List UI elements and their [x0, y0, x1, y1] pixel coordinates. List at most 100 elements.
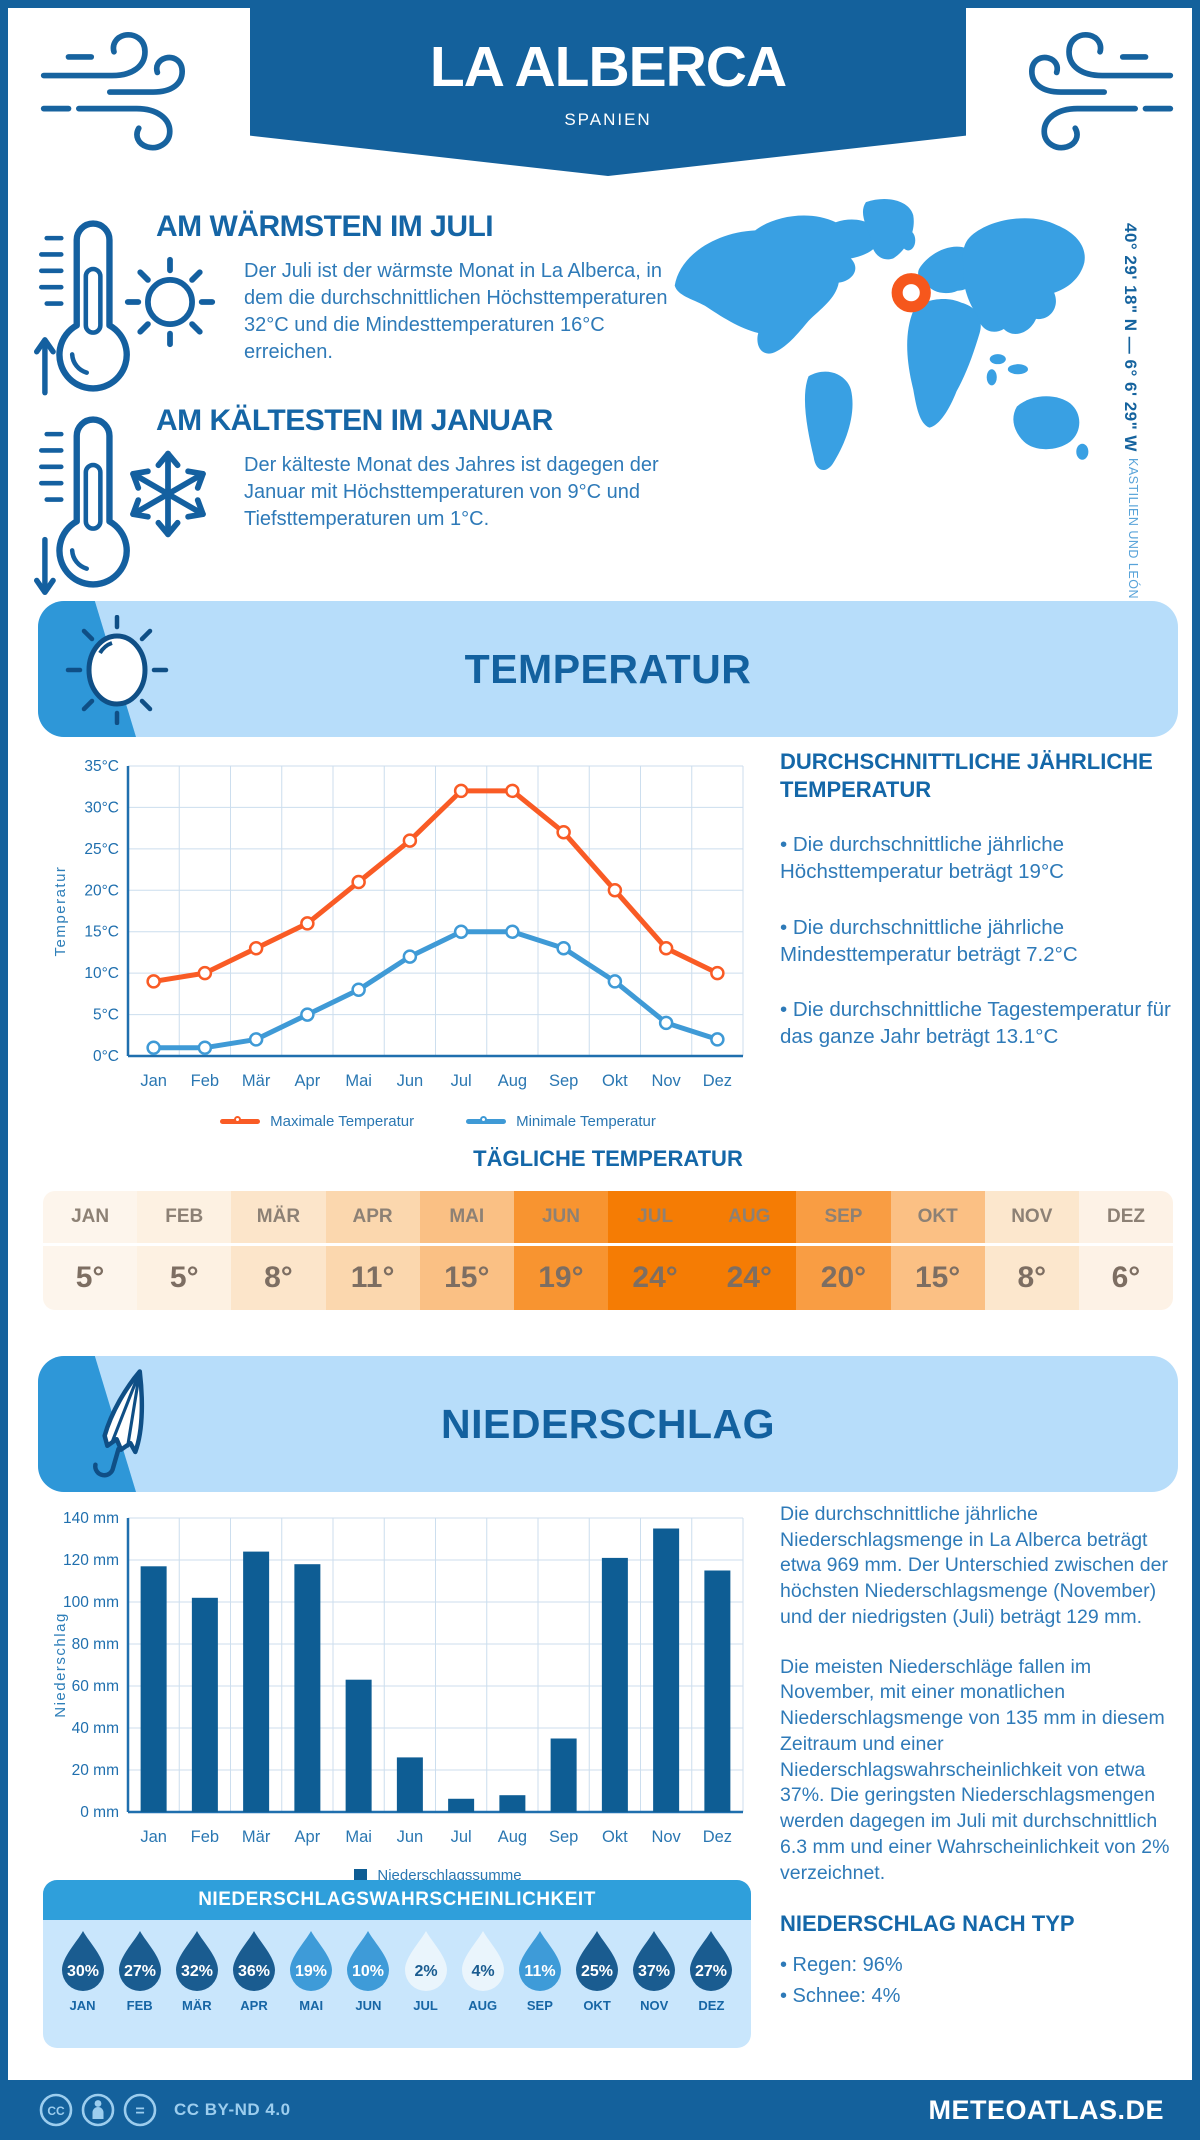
svg-text:30°C: 30°C	[84, 799, 119, 816]
temperature-chart: 0°C 5°C 10°C 15°C 20°C 25°C 30°C 35°C Jan Feb Mär A…	[43, 750, 763, 1130]
svg-text:Aug: Aug	[498, 1072, 527, 1090]
droplet-icon: 10%	[347, 1931, 390, 1991]
data-point	[197, 1040, 213, 1055]
probability-title: NIEDERSCHLAGSWAHRSCHEINLICHKEIT	[43, 1880, 751, 1920]
svg-text:Jun: Jun	[397, 1828, 424, 1846]
svg-text:120 mm: 120 mm	[63, 1552, 119, 1569]
legend-item: Maximale Temperatur	[220, 1113, 414, 1130]
legend-label: Minimale Temperatur	[516, 1113, 656, 1130]
wind-icon	[40, 32, 186, 151]
page-title: LA ALBERCA	[429, 35, 787, 99]
bar	[704, 1570, 731, 1812]
droplet-icon: 37%	[633, 1931, 676, 1991]
svg-text:19%: 19%	[295, 1963, 327, 1980]
summary-bullet: • Die durchschnittliche jährliche Mindes…	[780, 915, 1078, 966]
legend-label: Maximale Temperatur	[270, 1113, 415, 1130]
daily-temp-value: 24°	[702, 1246, 797, 1310]
temperature-banner: TEMPERATUR	[38, 601, 1178, 737]
bar	[601, 1557, 628, 1812]
geo-coordinates: 40° 29' 18" N — 6° 6' 29" W KASTILIEN UN…	[1120, 223, 1140, 663]
precipitation-type: NIEDERSCHLAG NACH TYP • Regen: 96% • Sch…	[780, 1910, 1178, 2012]
daily-temp-value: 6°	[1078, 1246, 1173, 1310]
data-point	[556, 825, 571, 840]
droplet-month-label: JUL	[413, 1998, 438, 2013]
temperature-summary: DURCHSCHNITTLICHE JÄHRLICHE TEMPERATUR •…	[780, 748, 1178, 1051]
svg-text:Dez: Dez	[703, 1072, 732, 1090]
daily-temp-column: SEP 20°	[796, 1191, 891, 1310]
droplet-month-label: DEZ	[698, 1998, 725, 2013]
probability-droplet: 25% OKT	[572, 1929, 623, 2013]
droplet-month-label: APR	[240, 1998, 268, 2013]
droplet-icon: 4%	[461, 1931, 504, 1991]
svg-text:Okt: Okt	[602, 1072, 628, 1090]
data-point	[658, 1015, 674, 1031]
daily-temp-value: 15°	[419, 1246, 514, 1310]
daily-temp-column: JAN 5°	[43, 1191, 138, 1310]
daily-temp-column: NOV 8°	[984, 1191, 1079, 1310]
droplet-month-label: MÄR	[182, 1998, 212, 2013]
svg-text:11%: 11%	[524, 1963, 555, 1980]
svg-text:25°C: 25°C	[84, 841, 119, 858]
svg-text:Okt: Okt	[602, 1828, 628, 1846]
probability-droplet: 36% APR	[229, 1929, 280, 2013]
probability-droplets: 30% JAN 27% FEB 32% MÄR 36% APR 19% MAI 10% JUN 2% JU…	[43, 1920, 751, 2013]
brand-link[interactable]: METEOATLAS.DE	[928, 2094, 1164, 2125]
warmest-title: AM WÄRMSTEN IM JULI	[156, 210, 494, 243]
droplet-month-label: MAI	[299, 1998, 324, 2013]
daily-temp-column: FEB 5°	[137, 1191, 232, 1310]
type-bullet: • Regen: 96%	[780, 1953, 903, 1976]
daily-temp-column: JUN 19°	[513, 1191, 609, 1310]
droplet-icon: 11%	[518, 1931, 561, 1991]
bar	[345, 1679, 372, 1812]
line-chart-svg: 0°C 5°C 10°C 15°C 20°C 25°C 30°C 35°C Jan Feb Mär A…	[52, 758, 744, 1090]
svg-text:40 mm: 40 mm	[72, 1720, 119, 1737]
droplet-icon: 27%	[118, 1931, 161, 1991]
probability-droplet: 30% JAN	[57, 1929, 108, 2013]
data-point	[505, 783, 520, 799]
daily-month-label: MÄR	[231, 1191, 326, 1243]
droplet-icon: 2%	[404, 1931, 447, 1991]
svg-text:32%: 32%	[181, 1963, 213, 1980]
daily-month-label: AUG	[702, 1191, 797, 1243]
droplet-icon: 19%	[290, 1931, 333, 1991]
svg-text:25%: 25%	[581, 1963, 613, 1980]
legend-label: Niederschlagssumme	[377, 1867, 522, 1884]
svg-text:Nov: Nov	[651, 1828, 681, 1846]
sun-banner-icon	[65, 615, 169, 725]
svg-text:Mär: Mär	[242, 1072, 271, 1090]
data-point	[402, 949, 418, 964]
svg-text:Jul: Jul	[451, 1828, 472, 1846]
wind-icon	[1028, 32, 1174, 151]
daily-temp-value: 8°	[984, 1246, 1079, 1310]
daily-temp-column: AUG 24°	[702, 1191, 797, 1310]
temperature-chart-legend: Maximale Temperatur Minimale Temperatur	[43, 1113, 763, 1130]
license-text: CC BY-ND 4.0	[174, 2100, 291, 2119]
data-point	[607, 974, 623, 989]
data-point	[248, 1032, 264, 1047]
page-subtitle: SPANIEN	[564, 110, 652, 129]
svg-text:Jan: Jan	[140, 1828, 167, 1846]
type-bullet: • Schnee: 4%	[780, 1984, 901, 2007]
svg-text:Jan: Jan	[140, 1072, 167, 1090]
probability-droplet: 19% MAI	[286, 1929, 337, 2013]
svg-text:Feb: Feb	[191, 1828, 219, 1846]
bar	[550, 1738, 577, 1812]
probability-droplet: 10% JUN	[343, 1929, 394, 2013]
precipitation-banner: NIEDERSCHLAG	[38, 1356, 1178, 1492]
daily-month-label: JAN	[43, 1191, 138, 1243]
svg-text:Nov: Nov	[651, 1072, 681, 1090]
svg-text:Sep: Sep	[549, 1828, 578, 1846]
probability-droplet: 37% NOV	[629, 1929, 680, 2013]
svg-text:Mai: Mai	[345, 1072, 372, 1090]
svg-text:Mär: Mär	[242, 1828, 271, 1846]
svg-text:Jun: Jun	[397, 1072, 424, 1090]
data-point	[658, 941, 674, 956]
precipitation-probability-panel: NIEDERSCHLAGSWAHRSCHEINLICHKEIT 30% JAN 27…	[43, 1880, 751, 2048]
svg-text:Feb: Feb	[191, 1072, 219, 1090]
legend-square-swatch	[354, 1869, 368, 1882]
svg-text:Niederschlag: Niederschlag	[52, 1612, 69, 1718]
daily-temp-value: 5°	[137, 1246, 232, 1310]
daily-temp-value: 5°	[43, 1246, 138, 1310]
legend-item: Niederschlagssumme	[354, 1867, 522, 1884]
